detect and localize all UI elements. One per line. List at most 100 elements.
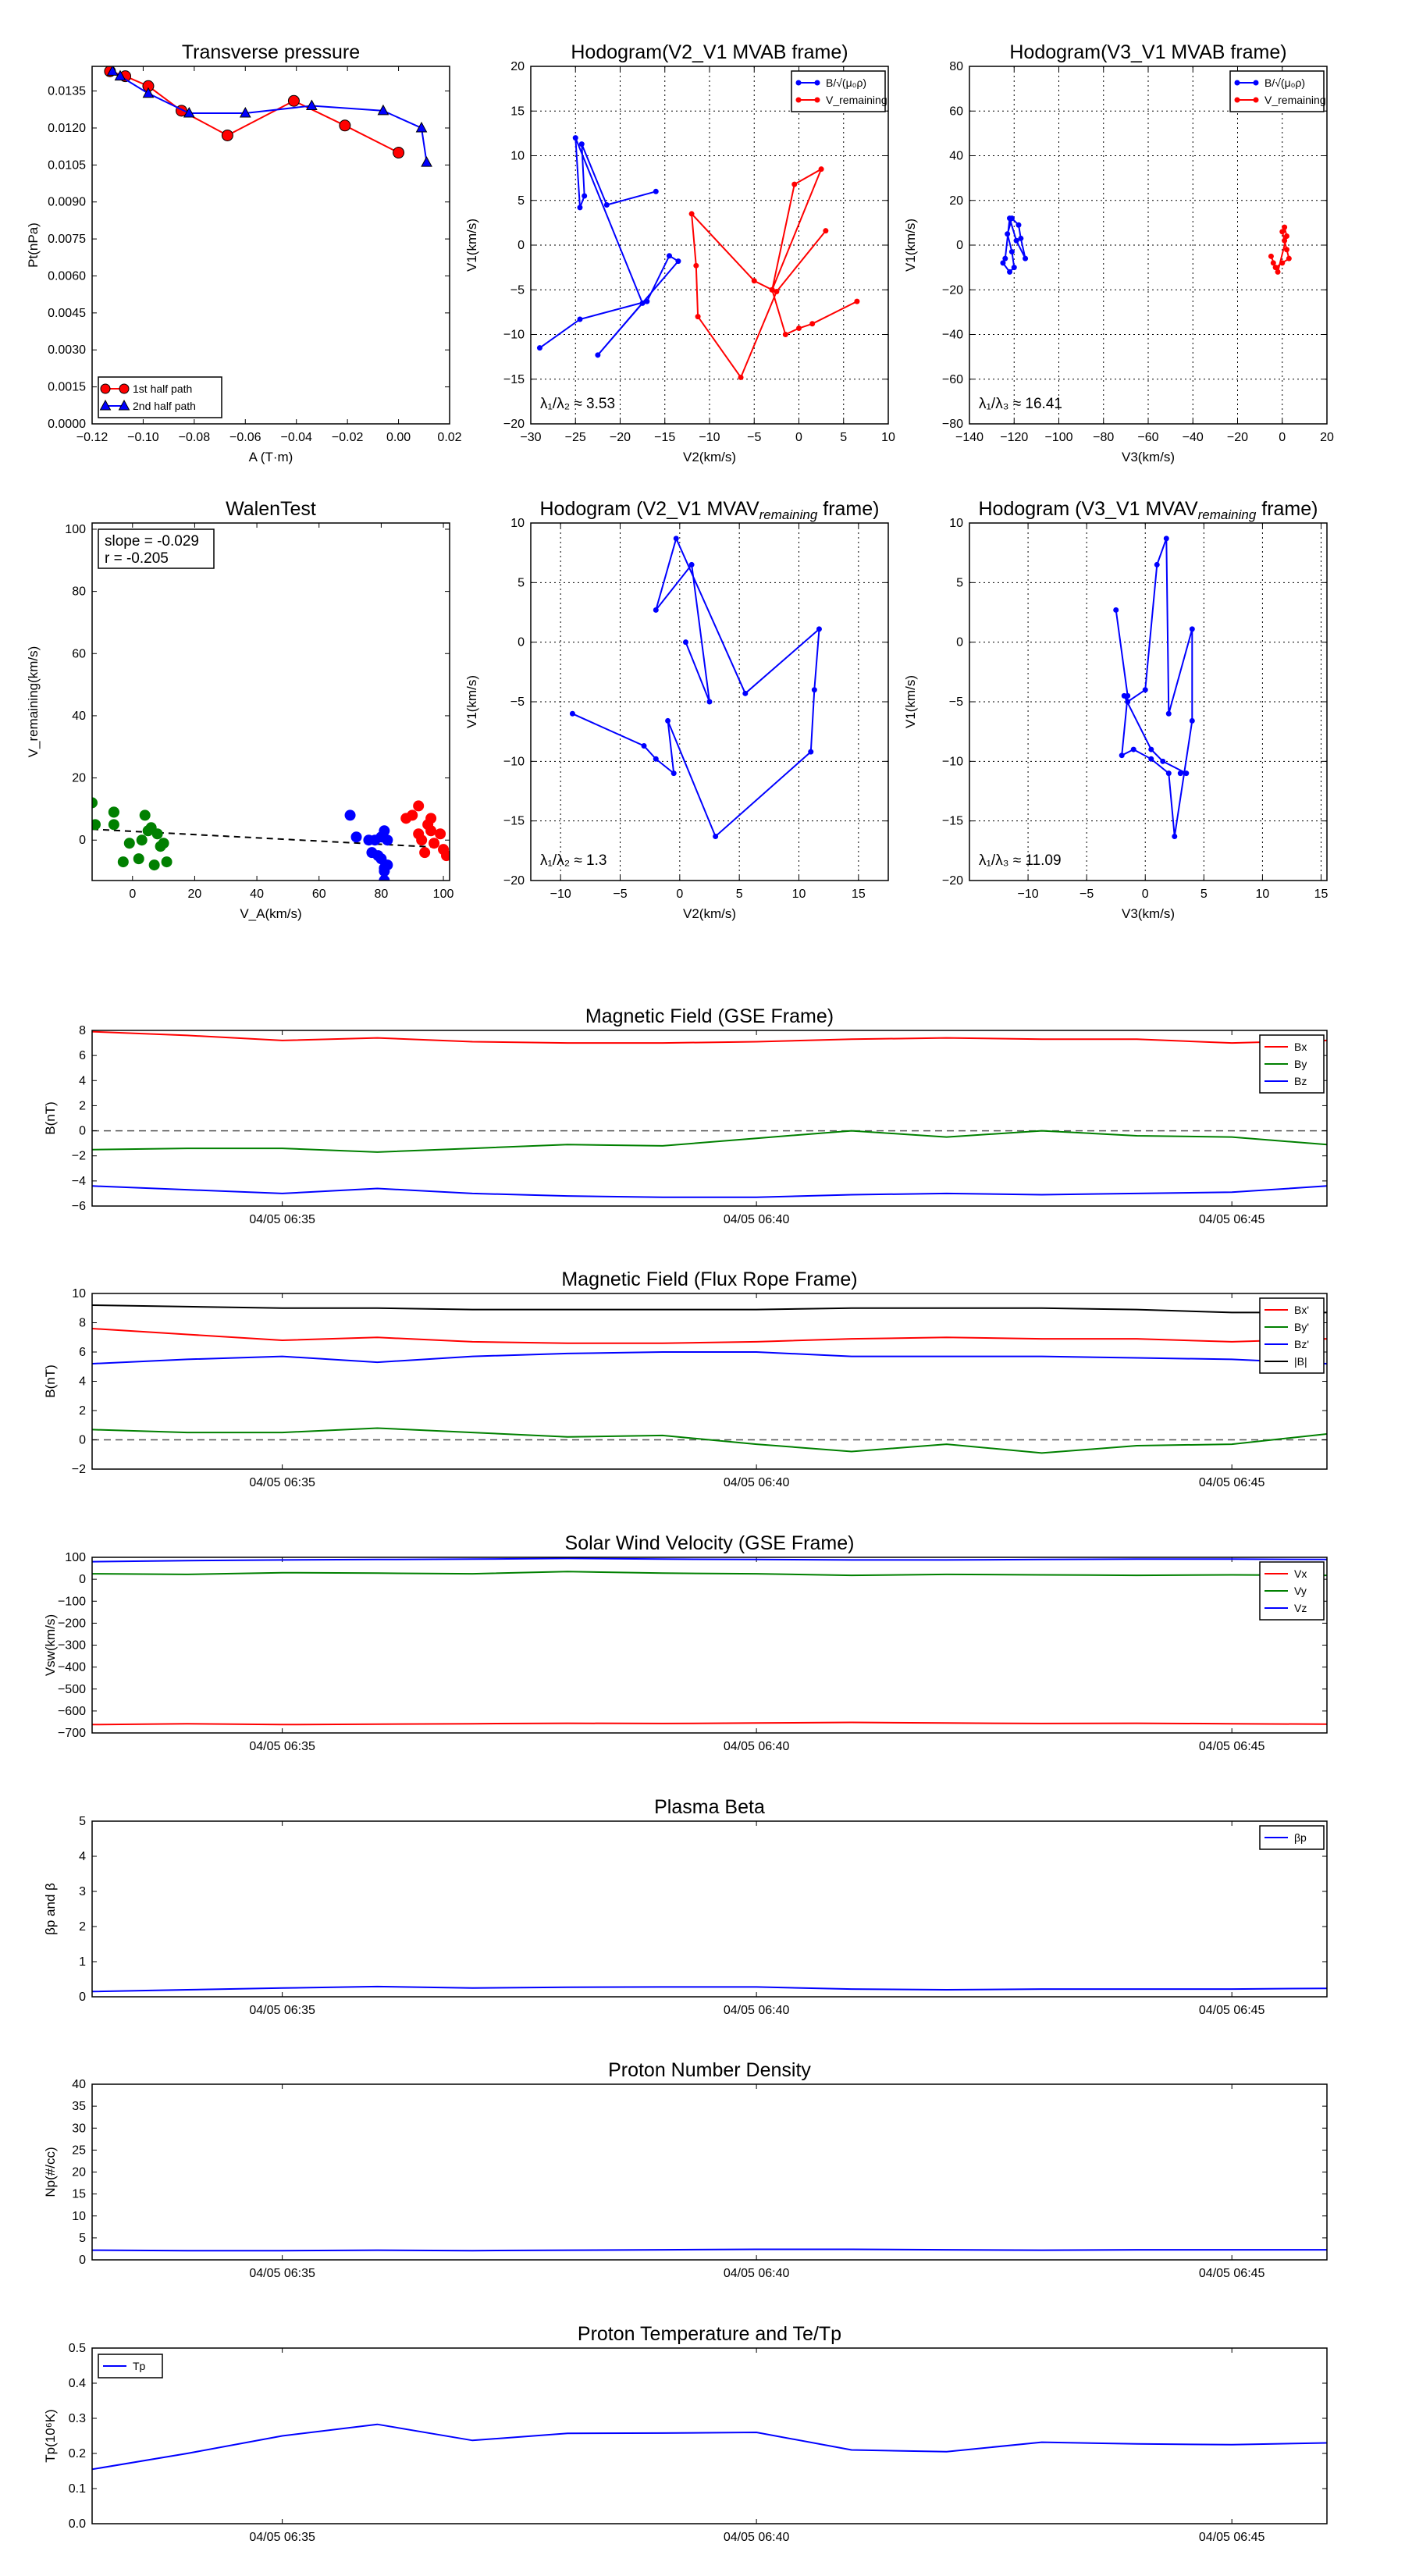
series-line-0 <box>92 1030 1327 1044</box>
x-tick-label: 0.02 <box>437 431 461 444</box>
y-tick-label: 0.0105 <box>48 158 86 172</box>
chart-title: Proton Temperature and Te/Tp <box>578 2323 841 2345</box>
x-tick-label: −30 <box>520 431 541 444</box>
y-tick-label: 0 <box>956 239 963 252</box>
axes-frame <box>91 1557 1328 1734</box>
chart-title-text: Hodogram(V2_V1 MVAB frame) <box>571 41 848 63</box>
y-tick-label: −20 <box>503 874 525 888</box>
x-tick-label: 10 <box>792 888 806 901</box>
chart-title-text: Proton Number Density <box>608 2059 811 2081</box>
data-point <box>1142 687 1148 693</box>
y-tick-label: 0 <box>79 1991 86 2004</box>
legend-marker <box>1234 97 1240 103</box>
data-point <box>577 316 583 322</box>
legend-label: Tp <box>133 2360 146 2372</box>
data-point <box>416 834 428 846</box>
x-tick-label: −25 <box>565 431 586 444</box>
data-point <box>1160 758 1166 764</box>
series-line-1 <box>112 70 428 163</box>
x-tick-label: 10 <box>1256 888 1270 901</box>
data-point <box>1023 255 1029 262</box>
data-point <box>688 211 695 217</box>
data-point <box>1125 699 1131 705</box>
y-tick-label: 1 <box>79 1955 86 1969</box>
x-tick-label: −0.08 <box>179 431 211 444</box>
chart-walen_test: 0 20 40 60 80 100 0 20 40 60 80 100 WalenTest V_A(km/… <box>26 498 454 921</box>
x-tick-label: 0 <box>129 888 136 901</box>
x-tick-label: −140 <box>955 431 984 444</box>
y-tick-label: 0.0045 <box>48 307 86 320</box>
eigenvalue-ratio: λ₁/λ₃ ≈ 11.09 <box>979 852 1062 869</box>
y-tick-label: 4 <box>79 1850 86 1863</box>
data-point <box>1172 834 1178 840</box>
series-line-0 <box>539 137 680 356</box>
data-point <box>419 847 431 859</box>
y-tick-label: 0 <box>518 636 525 649</box>
legend-box <box>98 376 222 418</box>
axes-frame <box>91 2347 1328 2524</box>
data-point <box>221 129 233 141</box>
data-point <box>1000 260 1006 266</box>
y-tick-label: 0.0000 <box>48 418 86 431</box>
legend-marker <box>119 383 130 394</box>
x-tick-label: 04/05 06:35 <box>249 1476 315 1489</box>
data-point <box>133 853 144 865</box>
data-point <box>1165 710 1172 717</box>
data-point <box>1177 770 1183 777</box>
data-point <box>306 99 318 111</box>
y-axis-label: Pt(nPa) <box>26 222 41 268</box>
data-point <box>1154 561 1160 568</box>
data-point <box>582 193 588 199</box>
legend-label: Vz <box>1294 1602 1307 1614</box>
legend-label: V_remaining <box>1264 94 1326 106</box>
y-tick-label: 5 <box>518 194 525 208</box>
x-tick-label: −15 <box>654 431 675 444</box>
legend: Bx' By' Bz' |B| <box>1259 1297 1325 1374</box>
axes-frame <box>91 66 450 425</box>
x-axis-label: V3(km/s) <box>1122 450 1175 464</box>
y-axis-label: V_remaining(km/s) <box>26 646 41 758</box>
chart-magnetic_field_flux_rope: 04/05 06:35 04/05 06:40 04/05 06:45 −2 0 2 4 6 8… <box>43 1268 1328 1489</box>
data-point <box>569 710 575 717</box>
data-point <box>774 289 780 295</box>
chart-title-text: Proton Temperature and Te/Tp <box>578 2323 841 2345</box>
data-point <box>1005 231 1011 237</box>
data-point <box>1163 535 1169 542</box>
data-point <box>782 332 788 337</box>
axes-frame <box>91 2083 1328 2261</box>
x-tick-label: −0.04 <box>280 431 312 444</box>
plot-area <box>92 2423 1327 2471</box>
data-point <box>148 859 160 871</box>
y-tick-label: 15 <box>72 2188 86 2201</box>
chart-title: Hodogram (V2_V1 MVAVremaining frame) <box>540 498 880 522</box>
y-axis-label: Vsw(km/s) <box>43 1614 58 1676</box>
x-tick-label: 04/05 06:40 <box>724 1740 790 1753</box>
data-point <box>382 834 393 846</box>
data-point <box>742 690 749 696</box>
x-tick-label: −0.12 <box>76 431 108 444</box>
x-tick-label: 5 <box>736 888 743 901</box>
data-point <box>287 94 300 107</box>
data-point <box>644 298 650 304</box>
y-tick-label: 0.0015 <box>48 381 86 394</box>
legend-box <box>1229 70 1325 112</box>
data-point <box>1130 746 1136 753</box>
y-tick-label: −20 <box>942 874 963 888</box>
data-point <box>441 850 450 862</box>
y-tick-label: 8 <box>79 1024 86 1037</box>
data-point <box>1121 692 1127 699</box>
data-point <box>653 607 659 613</box>
y-tick-label: 6 <box>79 1346 86 1359</box>
data-point <box>1286 255 1292 262</box>
data-point <box>1282 224 1288 230</box>
data-point <box>653 756 659 762</box>
legend: B/√(μ₀ρ) V_remaining <box>791 70 887 112</box>
y-tick-label: 0 <box>79 1434 86 1447</box>
x-tick-label: −10 <box>699 431 720 444</box>
y-tick-label: 5 <box>79 1815 86 1828</box>
y-tick-label: −15 <box>942 815 963 828</box>
data-point <box>1007 269 1013 275</box>
data-point <box>1270 260 1276 266</box>
x-axis-label: V3(km/s) <box>1122 906 1175 921</box>
x-tick-label: −40 <box>1183 431 1204 444</box>
